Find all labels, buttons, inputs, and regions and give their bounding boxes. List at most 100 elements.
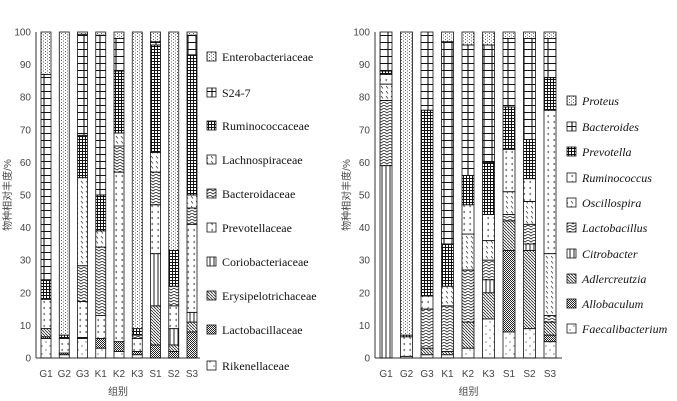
legend-label: Allobaculum: [581, 297, 644, 311]
bar-segment-ruminococcaceae: [168, 250, 180, 287]
x-tick-label: G1: [39, 369, 53, 380]
bar-segment-lactobacillaceae: [168, 351, 180, 359]
legend-label: Lactobacillaceae: [222, 323, 303, 337]
x-tick-label: G3: [76, 369, 90, 380]
bar-segment-lactobacillus: [502, 214, 516, 222]
legend-label: Lactobacillus: [581, 221, 648, 235]
y-tick-label: 50: [359, 191, 371, 202]
bar-segment-bacteroides: [420, 31, 434, 111]
bar-segment-lactobacillaceae: [150, 344, 161, 359]
x-tick-label: S2: [523, 369, 536, 380]
bar-segment-erysipelotrichaceae: [150, 305, 161, 346]
bar-segment-ruminococcus: [461, 204, 475, 235]
bar-segment-bacteroidaceae: [113, 145, 125, 173]
x-tick-label: S3: [544, 369, 557, 380]
x-tick-label: K1: [441, 369, 454, 380]
x-tick-label: K2: [113, 369, 126, 380]
bar-segment-oscillospira: [523, 201, 536, 225]
y-tick-label: 30: [359, 256, 371, 267]
legend-swatch: [206, 154, 217, 165]
legend-label: Rikenellaceae: [222, 359, 289, 373]
bar-segment-lachnospiraceae: [150, 152, 161, 173]
bar-segment-citrobacter: [482, 279, 495, 294]
bar-segment-prevotellaceae: [58, 338, 70, 354]
bar-segment-prevotellaceae: [186, 223, 198, 313]
bar-segment-citrobacter: [379, 165, 393, 359]
bar-segment-prevotella: [379, 70, 393, 75]
bar-segment-prevotellaceae: [40, 298, 52, 330]
x-tick-label: G1: [379, 369, 393, 380]
legend-label: Ruminococcus: [581, 171, 652, 185]
legend-label: Citrobacter: [582, 247, 638, 261]
x-tick-label: S1: [503, 369, 516, 380]
bar-segment-lactobacillus: [420, 308, 434, 349]
bar-segment-rikenellaceae: [58, 354, 70, 359]
legend-swatch: [566, 273, 577, 284]
legend-swatch: [206, 290, 217, 301]
bar-segment-s24-7: [150, 41, 161, 46]
bar-segment-lactobacillaceae: [131, 351, 143, 356]
legend-label: Adlercreutzia: [581, 272, 646, 286]
bar-segment-oscillospira: [502, 191, 516, 215]
y-axis-label: 物种相对丰度/%: [340, 159, 353, 231]
bar-segment-oscillospira: [482, 240, 495, 261]
bar-segment-prevotellaceae: [77, 301, 88, 338]
bar-segment-adlercreutzia: [523, 250, 536, 330]
bar-segment-lactobacillaceae: [186, 331, 198, 359]
bar-segment-bacteroides: [441, 41, 454, 245]
legend-label: Enterobacteriaceae: [222, 50, 313, 64]
legend-swatch: [206, 188, 217, 199]
legend-swatch: [566, 323, 577, 334]
bar-segment-proteus: [543, 31, 557, 39]
bar-segment-prevotellaceae: [131, 338, 143, 352]
bar-segment-adlercreutzia: [543, 321, 557, 336]
y-tick-label: 80: [359, 93, 371, 104]
bar-segment-lactobacillaceae: [113, 341, 125, 352]
legend-swatch: [566, 121, 577, 132]
legend-swatch: [206, 120, 217, 131]
bar-segment-coriobacteriaceae: [150, 253, 161, 307]
bar-segment-proteus: [523, 31, 536, 39]
bar-segment-lactobacillus: [523, 223, 536, 245]
bar-segment-bacteroidaceae: [131, 334, 143, 339]
bar-segment-lactobacillus: [379, 100, 393, 167]
bar-segment-bacteroidaceae: [95, 246, 107, 317]
bar-segment-proteus: [482, 31, 495, 46]
legend-label: Faecalibacterium: [581, 322, 668, 336]
bar-segment-allobaculum: [502, 250, 516, 333]
bar-segment-proteus: [461, 31, 475, 46]
legend-swatch: [206, 222, 217, 233]
bar-segment-ruminococcus: [502, 148, 516, 193]
x-axis-label: 组别: [459, 385, 479, 398]
bar-segment-lachnospiraceae: [95, 230, 107, 248]
bar-segment-lactobacillaceae: [95, 338, 107, 349]
bar-segment-adlercreutzia: [502, 220, 516, 251]
legend-swatch: [566, 222, 577, 233]
bar-segment-enterobacteriaceae: [113, 31, 125, 39]
bar-segment-prevotellaceae: [95, 315, 107, 339]
bar-segment-proteus: [502, 31, 516, 39]
bar-segment-lachnospiraceae: [77, 177, 88, 267]
y-tick-label: 100: [353, 28, 370, 39]
x-tick-label: G2: [400, 369, 414, 380]
bar-segment-s24-7: [95, 34, 107, 196]
bar-segment-prevotellaceae: [150, 204, 161, 255]
bar-segment-prevotella: [482, 161, 495, 215]
legend-label: Prevotella: [581, 145, 632, 159]
bar-segment-lachnospiraceae: [186, 194, 198, 209]
bar-segment-prevotella: [441, 243, 454, 287]
bar-segment-oscillospira: [441, 285, 454, 307]
bar-segment-ruminococcus: [379, 73, 393, 85]
bar-segment-enterobacteriaceae: [186, 31, 198, 36]
x-tick-label: S2: [168, 369, 181, 380]
bar-segment-faecalibacterium: [523, 328, 536, 359]
bar-segment-enterobacteriaceae: [58, 31, 70, 336]
bar-segment-erysipelotrichaceae: [168, 344, 180, 352]
legend-label: Erysipelotrichaceae: [222, 289, 317, 303]
x-tick-label: S1: [149, 369, 162, 380]
bar-segment-adlercreutzia: [420, 347, 434, 356]
legend-swatch: [566, 298, 577, 309]
bar-segment-adlercreutzia: [482, 292, 495, 320]
bar-segment-bacteroides: [482, 44, 495, 163]
